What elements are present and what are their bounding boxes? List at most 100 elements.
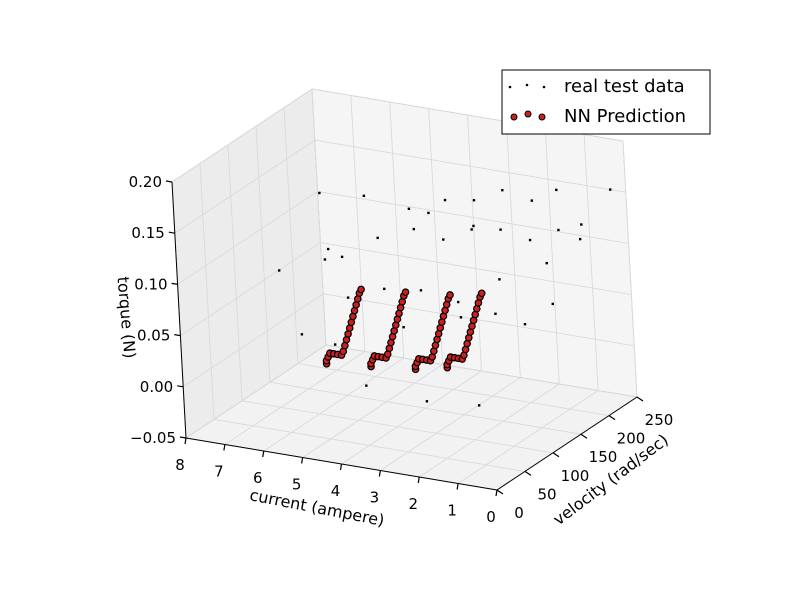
x-tick-label-3: 5 <box>292 476 302 494</box>
y-tick-label-5: 250 <box>645 411 674 429</box>
y-tick-0 <box>496 489 504 495</box>
legend-box <box>501 69 711 135</box>
real-data-point <box>402 326 405 329</box>
grid-floor-x-1 <box>224 351 366 445</box>
y-tick-label-3: 150 <box>589 448 618 466</box>
real-data-point <box>557 228 560 232</box>
grid-floor-x-6 <box>419 383 560 478</box>
grid-wall-x-1 <box>350 95 366 352</box>
y-tick-label-4: 200 <box>617 430 646 448</box>
grid-leftwall-z-2 <box>177 191 318 285</box>
grid-floor-x-4 <box>341 370 482 465</box>
nn-prediction-point <box>477 289 486 298</box>
tick-marks <box>165 180 644 497</box>
real-data-point <box>528 238 532 242</box>
x-tick-label-1: 7 <box>214 463 224 481</box>
y-tick-3 <box>580 433 588 439</box>
nn-prediction-point <box>446 291 454 299</box>
real-data-point <box>609 188 612 191</box>
x-axis-label: current (ampere) <box>248 485 386 530</box>
x-tick-label-5: 3 <box>370 489 380 507</box>
real-data-point <box>551 302 554 306</box>
grid-wall-y-3 <box>255 126 271 383</box>
legend-marker-real-2 <box>525 83 529 87</box>
real-data-point <box>383 287 386 291</box>
x-tick-label-0: 8 <box>175 456 185 474</box>
x-tick-6 <box>417 476 420 484</box>
z-tick-2 <box>171 282 178 285</box>
nn-prediction-point <box>401 288 410 296</box>
grid-floor-y-4 <box>297 363 610 417</box>
grid-floor-y-2 <box>241 400 554 454</box>
grid-wall-x-4 <box>467 114 482 372</box>
real-data-point <box>530 199 534 202</box>
z-tick-label-2: 0.10 <box>134 275 167 293</box>
y-tick-4 <box>608 415 616 421</box>
real-data-point <box>580 223 583 226</box>
grid-floor-x-7 <box>457 390 599 484</box>
x-tick-label-6: 2 <box>408 495 418 513</box>
y-tick-label-1: 50 <box>537 485 556 503</box>
grid-rightwall-z-1 <box>314 139 626 193</box>
real-data-point <box>477 404 481 407</box>
grid-floor-y-3 <box>269 381 582 435</box>
z-tick-5 <box>179 436 187 439</box>
real-data-point <box>457 300 460 304</box>
real-data-point <box>472 199 476 202</box>
z-tick-label-1: 0.15 <box>131 224 164 242</box>
real-data-point <box>365 384 368 387</box>
real-data-point <box>427 211 430 215</box>
real-data-point <box>501 188 504 192</box>
z-tick-1 <box>168 231 175 234</box>
grid-wall-y-2 <box>227 144 243 401</box>
z-tick-label-5: −0.05 <box>130 429 176 447</box>
real-data-point <box>323 258 327 261</box>
real-data-point <box>472 224 475 228</box>
x-tick-4 <box>339 463 343 471</box>
grid-wall-y-4 <box>283 107 299 364</box>
real-data-point <box>459 316 463 319</box>
real-data-point <box>318 191 321 195</box>
real-data-point <box>300 333 304 336</box>
grid-rightwall-z-3 <box>320 242 632 296</box>
real-data-point <box>326 247 330 251</box>
legend-label-nn: NN Prediction <box>564 106 686 127</box>
legend-marker-nn-1 <box>510 113 518 121</box>
real-data-point <box>494 312 497 315</box>
grid-floor-x-3 <box>302 364 443 458</box>
x-tick-label-8: 0 <box>486 508 496 526</box>
grid-wall-x-6 <box>544 127 560 385</box>
y-axis-line <box>496 396 638 491</box>
real-data-point <box>277 269 281 272</box>
real-data-point <box>499 228 502 231</box>
z-tick-label-4: 0.00 <box>140 378 173 396</box>
grid-leftwall-z-3 <box>180 242 321 336</box>
real-data-point <box>376 236 379 240</box>
real-data-point <box>412 227 416 231</box>
legend-marker-nn-3 <box>538 113 546 121</box>
legend: real test data NN Prediction <box>501 69 711 135</box>
grid-floor-y-1 <box>213 418 526 472</box>
grid-floor-x-2 <box>263 357 404 452</box>
z-tick-label-0: 0.20 <box>129 173 162 191</box>
y-tick-label-2: 100 <box>561 467 590 485</box>
real-data-point <box>346 296 350 299</box>
data-points <box>277 188 612 407</box>
z-tick-3 <box>174 334 181 337</box>
y-tick-label-0: 0 <box>514 504 524 522</box>
grid-rightwall-z-4 <box>323 293 635 347</box>
x-tick-1 <box>223 444 226 451</box>
real-data-point <box>578 237 582 241</box>
grid-rightwall-z-2 <box>317 190 629 244</box>
grid-wall-y-5 <box>311 88 327 346</box>
z-tick-4 <box>177 385 184 388</box>
z-tick-0 <box>165 180 173 183</box>
real-data-point <box>555 188 558 192</box>
tick-labels: 8 7 6 5 4 3 2 1 0 0501001502002500.200.150.100.05… <box>129 173 674 526</box>
z-tick-label-3: 0.05 <box>137 327 170 345</box>
real-data-point <box>545 261 548 265</box>
legend-marker-real-1 <box>508 85 512 89</box>
real-data-point <box>340 255 344 259</box>
x-tick-8 <box>495 489 498 497</box>
